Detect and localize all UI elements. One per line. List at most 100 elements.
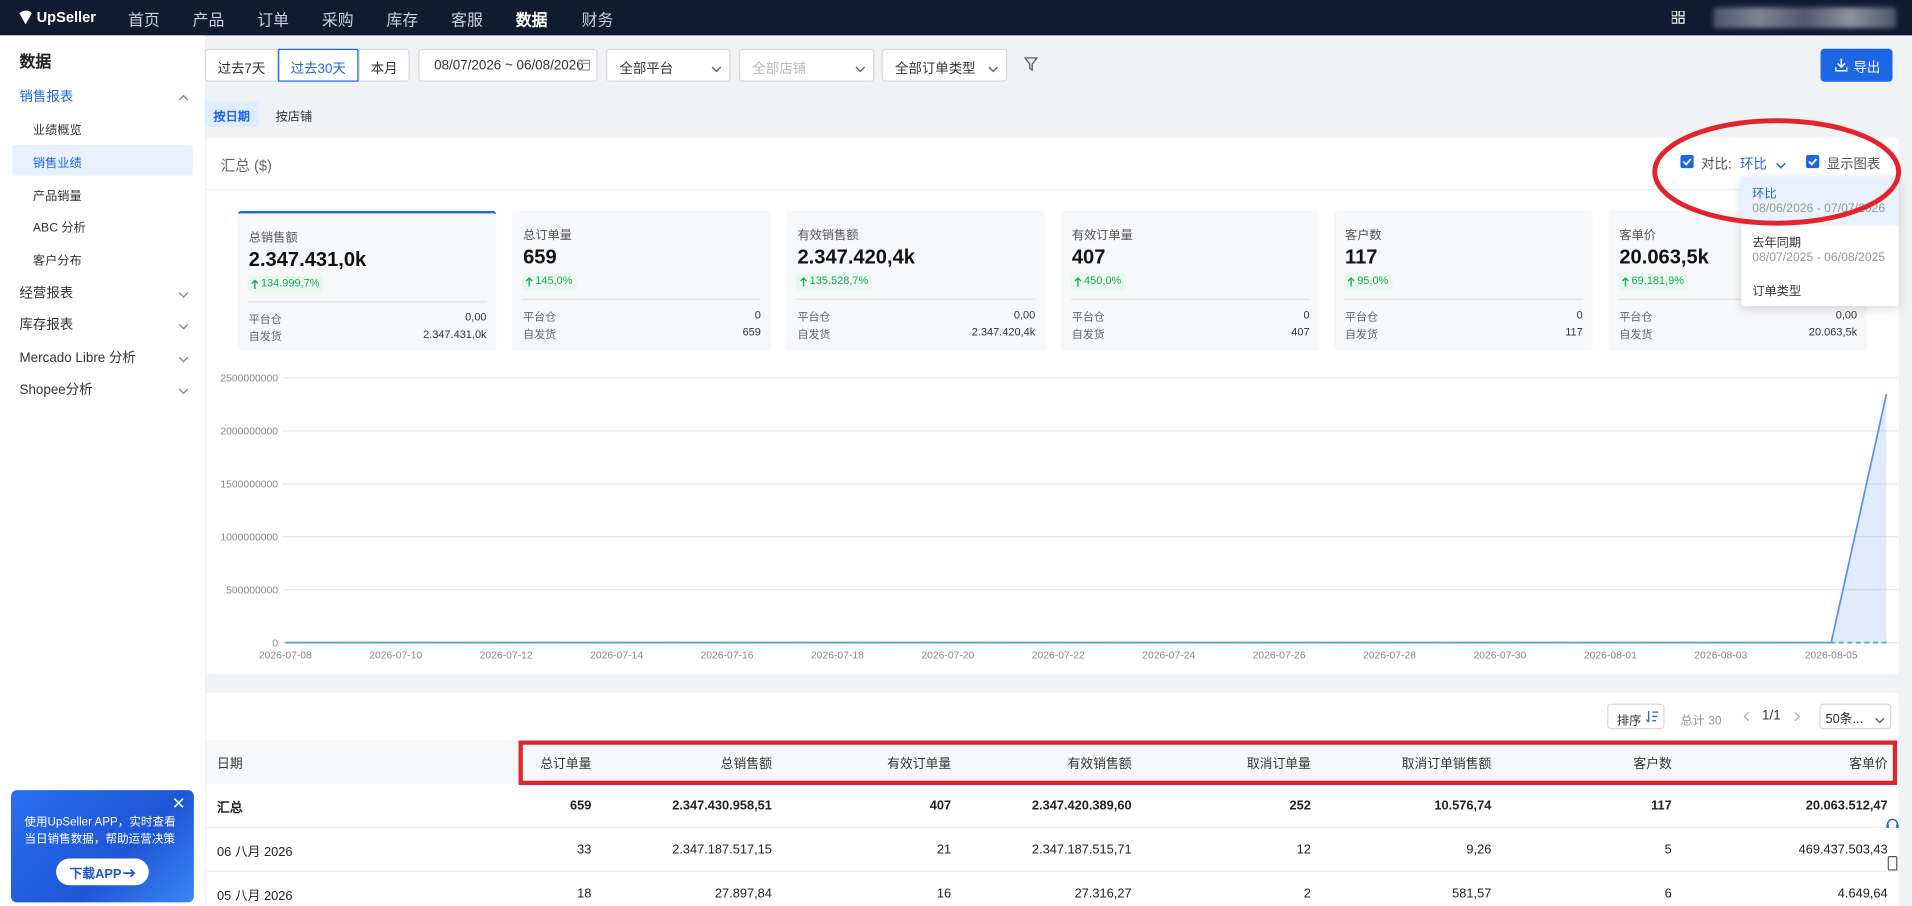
- kpi-sub-value: 2.347.431,0k: [423, 328, 487, 341]
- select[interactable]: 全部订单类型: [881, 48, 1008, 82]
- kpi-change: 69.181,9%: [1618, 273, 1688, 291]
- chevron: [1874, 713, 1885, 724]
- up-arrow: [1074, 277, 1082, 288]
- user-blurred[interactable]: [1713, 7, 1897, 29]
- kpi-label: 总销售额: [248, 231, 298, 246]
- range-button[interactable]: 过去7天: [204, 48, 279, 82]
- table-cell: 581,57: [1452, 886, 1492, 902]
- arrow-icon: [123, 867, 136, 878]
- up-arrow: [800, 277, 808, 288]
- kpi-label: 客户数: [1344, 229, 1382, 243]
- download-icon-icon: [1835, 58, 1848, 72]
- nav-item[interactable]: 数据: [515, 10, 548, 30]
- close-icon-icon: [173, 798, 184, 808]
- sidebar: 数据 销售报表 业绩概览 销售业绩 产品销量 ABC 分析 客户分布 经营报表 库存报表 Merc…: [0, 35, 205, 906]
- page-size: 50条...: [1825, 712, 1864, 727]
- column-header[interactable]: 客户数: [1633, 757, 1672, 772]
- kpi-card[interactable]: 总销售额 2.347.431,0k 134.999,7% 平台仓 0,00 自发货 2.34…: [237, 210, 497, 352]
- kpi-value: 20.063,5k: [1619, 246, 1709, 269]
- kpi-sub-value: 0,00: [1013, 308, 1036, 321]
- column-header[interactable]: 总订单量: [540, 757, 592, 772]
- export-button[interactable]: 导出: [1820, 48, 1893, 82]
- dropdown-option[interactable]: 去年同期 08/07/2025 - 06/08/2025: [1741, 226, 1898, 275]
- compare-value[interactable]: 环比: [1740, 157, 1767, 172]
- up-arrow-icon: [1347, 277, 1355, 287]
- nav-item[interactable]: 产品: [192, 10, 225, 30]
- menu-group[interactable]: Shopee分析: [19, 382, 93, 398]
- menu-group[interactable]: 销售报表: [19, 90, 74, 105]
- sort-button[interactable]: 排序: [1607, 703, 1665, 730]
- range-button[interactable]: 本月: [358, 48, 410, 82]
- chevron: [1775, 159, 1786, 169]
- nav-item[interactable]: 客服: [451, 10, 483, 30]
- column-header[interactable]: 有效销售额: [1067, 757, 1132, 772]
- top-nav: UpSeller 首页 产品 订单 采购 库存 客服 数据 财务: [0, 0, 1912, 36]
- nav-item[interactable]: 首页: [128, 10, 160, 30]
- kpi-card[interactable]: 客户数 117 95,0% 平台仓 0 自发货 117: [1334, 210, 1593, 352]
- column-header[interactable]: 总销售额: [720, 757, 772, 772]
- up-arrow-icon: [1074, 277, 1082, 287]
- tab[interactable]: 按店铺: [267, 101, 321, 127]
- page-size-select[interactable]: 50条...: [1819, 703, 1892, 730]
- next-page-icon: [1794, 711, 1801, 722]
- apps-icon: [1671, 10, 1685, 24]
- table-cell: 05 八月 2026: [217, 888, 293, 904]
- menu-arrow: [178, 352, 189, 363]
- column-header[interactable]: 取消订单量: [1246, 757, 1311, 772]
- kpi-sub-label: 平台仓: [248, 313, 282, 326]
- table-cell: 2.347.187.515,71: [1031, 842, 1132, 858]
- menu-group[interactable]: 库存报表: [19, 318, 74, 334]
- nav-item[interactable]: 财务: [581, 10, 614, 30]
- chevron: [988, 62, 999, 73]
- table-cell: 10.576,74: [1434, 798, 1492, 814]
- promo-text: 使用UpSeller APP，实时查看当日销售数据，帮助运营决策: [24, 815, 176, 847]
- up-arrow: [1347, 277, 1355, 288]
- nav-item[interactable]: 库存: [386, 10, 419, 30]
- kpi-change-text: 69.181,9%: [1631, 274, 1685, 287]
- menu-item[interactable]: 产品销量: [32, 189, 82, 204]
- select[interactable]: 全部店铺: [738, 48, 875, 82]
- kpi-change-text: 95,0%: [1357, 274, 1389, 287]
- menu-item[interactable]: 销售业绩: [32, 157, 82, 171]
- table-cell: 659: [570, 798, 592, 814]
- export-label: 导出: [1853, 60, 1881, 76]
- menu-group[interactable]: 经营报表: [19, 286, 74, 302]
- range-label: 本月: [370, 62, 398, 77]
- column-header[interactable]: 取消订单销售额: [1401, 757, 1492, 772]
- compare-label[interactable]: 对比:: [1701, 157, 1732, 172]
- kpi-card[interactable]: 总订单量 659 145,0% 平台仓 0 自发货 659: [512, 210, 771, 352]
- checkbox-icon: [1680, 154, 1694, 169]
- kpi-sub-value: 0,00: [1835, 308, 1858, 321]
- column-header[interactable]: 客单价: [1849, 757, 1888, 772]
- dropdown-option[interactable]: 环比 08/06/2026 - 07/07/2026: [1741, 176, 1899, 226]
- date-picker[interactable]: 08/07/2026 ~ 06/08/2026: [418, 48, 598, 82]
- tab[interactable]: 按日期: [204, 101, 259, 127]
- checkbox-icon: [1805, 154, 1820, 169]
- sort-icon-icon: [1645, 710, 1659, 723]
- select-value: 全部店铺: [752, 62, 807, 77]
- range-button[interactable]: 过去30天: [278, 48, 359, 82]
- kpi-sub-value: 20.063,5k: [1808, 325, 1858, 338]
- menu-item[interactable]: ABC 分析: [32, 222, 86, 236]
- kpi-change-text: 450,0%: [1084, 274, 1122, 287]
- kpi-sub-label: 平台仓: [1344, 310, 1378, 324]
- kpi-card[interactable]: 有效订单量 407 450,0% 平台仓 0 自发货 407: [1060, 210, 1320, 352]
- nav-item[interactable]: 订单: [257, 10, 289, 30]
- table-cell: 33: [577, 842, 592, 858]
- show-chart-label[interactable]: 显示图表: [1826, 157, 1881, 172]
- table-cell: 5: [1664, 842, 1672, 858]
- download-button[interactable]: 下载APP: [56, 858, 149, 886]
- menu-item[interactable]: 客户分布: [32, 255, 82, 269]
- kpi-sub-label: 自发货: [523, 328, 557, 341]
- dropdown-option[interactable]: 订单类型: [1741, 274, 1898, 306]
- checkbox: [1680, 154, 1694, 169]
- kpi-card[interactable]: 有效销售额 2.347.420,4k 135.528,7% 平台仓 0,00 自发货 2.3…: [786, 210, 1046, 352]
- nav-item[interactable]: 采购: [321, 10, 354, 30]
- kpi-change: 135.528,7%: [796, 273, 872, 291]
- table-cell: 16: [936, 886, 952, 902]
- menu-item[interactable]: 业绩概览: [32, 124, 82, 138]
- kpi-change: 134.999,7%: [247, 275, 324, 293]
- select[interactable]: 全部平台: [606, 48, 731, 82]
- column-header[interactable]: 有效订单量: [887, 757, 952, 772]
- menu-group[interactable]: Mercado Libre 分析: [19, 350, 136, 366]
